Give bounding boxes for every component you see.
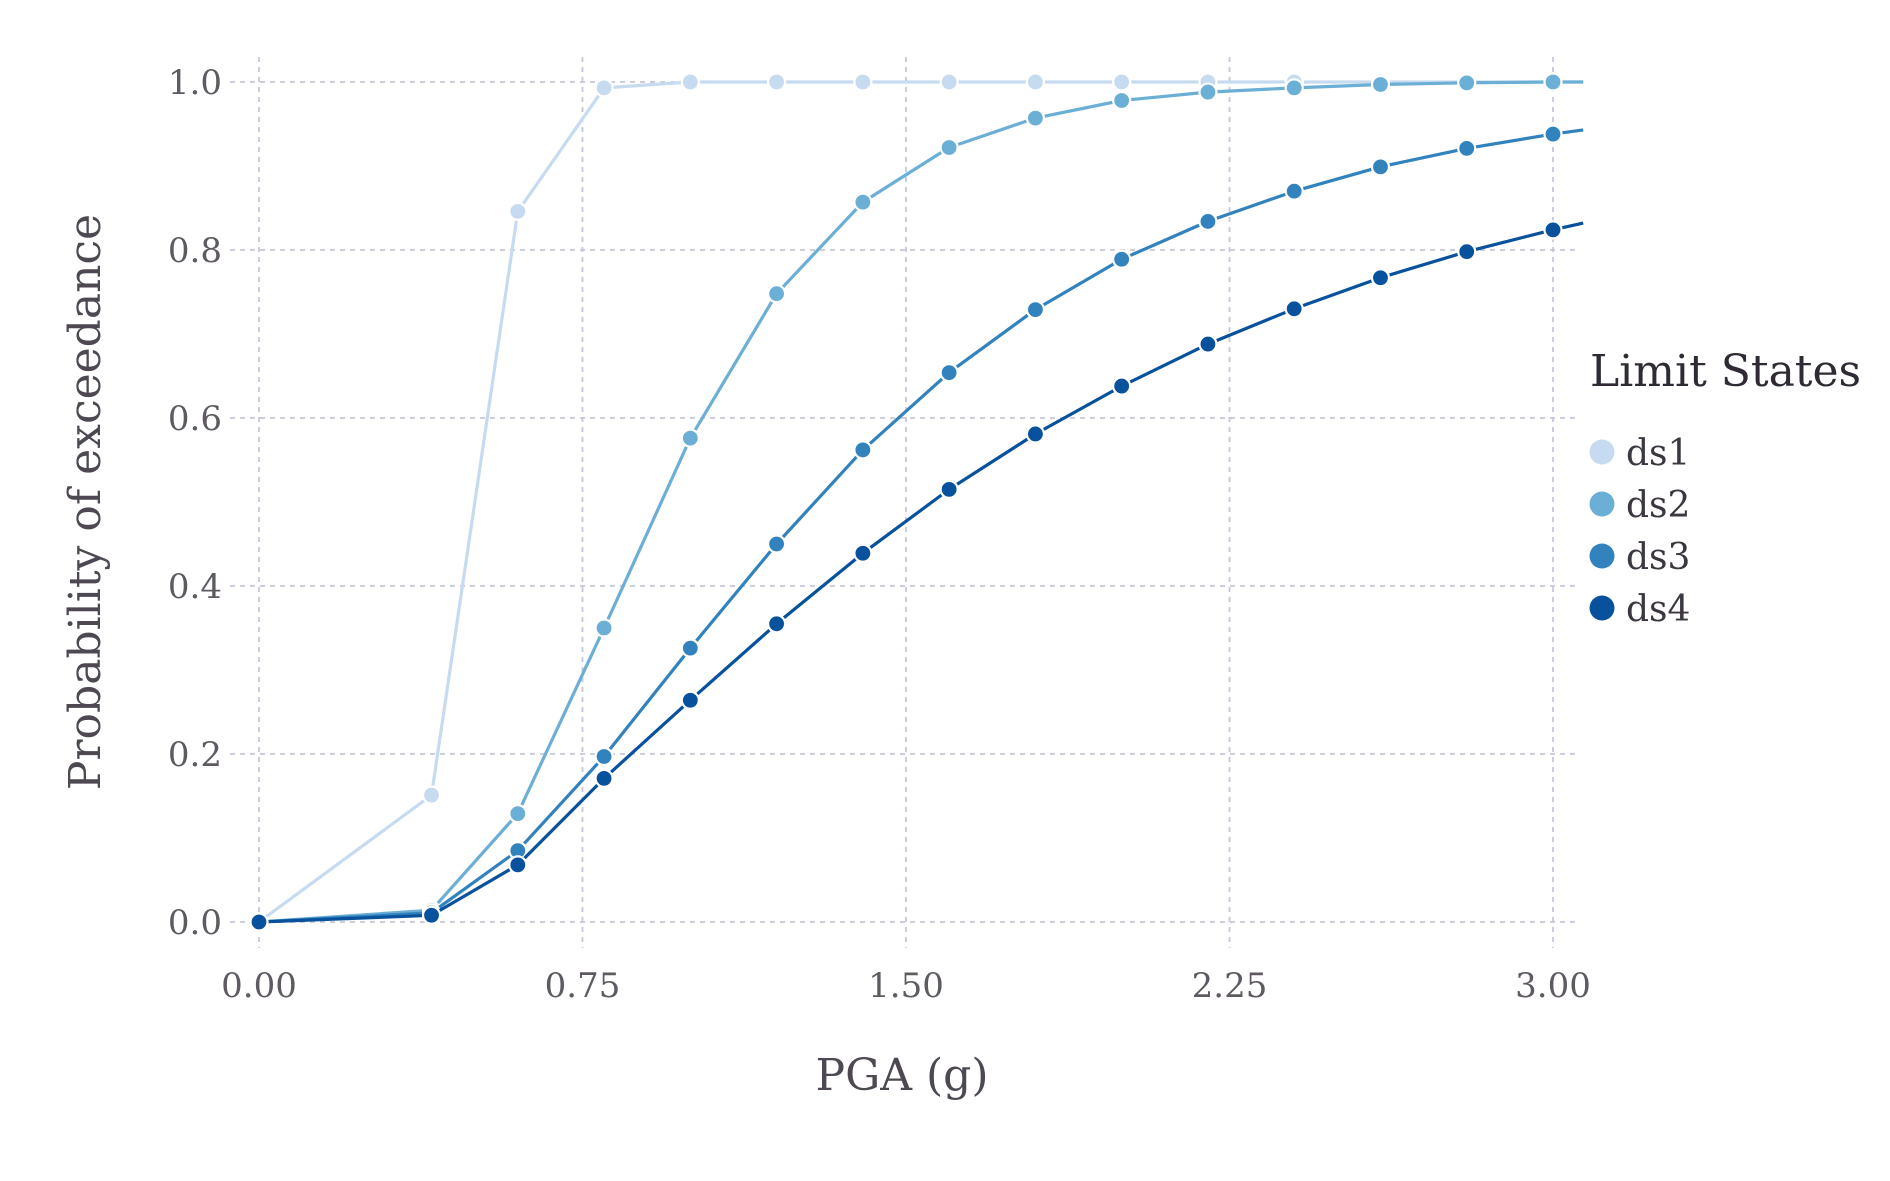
data-point-ds4 xyxy=(939,479,959,499)
data-point-ds1 xyxy=(766,72,787,92)
data-point-ds1 xyxy=(853,72,873,92)
y-tick-labels: 0.0 0.2 0.4 0.6 0.8 1.0 xyxy=(168,63,222,943)
legend-swatch-ds1 xyxy=(1589,439,1615,465)
x-tick-label: 1.50 xyxy=(868,966,944,1006)
x-tick-labels: 0.00 0.75 1.50 2.25 3.00 xyxy=(221,966,1591,1006)
y-tick-label: 1.0 xyxy=(168,63,222,103)
series-ds1 xyxy=(249,72,1584,932)
y-tick-label: 0.4 xyxy=(168,567,222,607)
y-tick-label: 0.8 xyxy=(168,231,222,271)
x-tick-label: 0.00 xyxy=(221,966,297,1006)
data-point-ds3 xyxy=(1543,124,1563,144)
x-axis-title: PGA (g) xyxy=(815,1050,988,1101)
data-point-ds2 xyxy=(1198,82,1218,102)
grid-horizontal-lines xyxy=(230,81,1575,923)
data-point-ds3 xyxy=(1457,138,1477,158)
data-point-ds1 xyxy=(1112,72,1132,92)
data-point-ds3 xyxy=(766,534,787,554)
data-point-ds4 xyxy=(1370,268,1391,288)
data-point-ds1 xyxy=(680,72,700,92)
data-point-ds3 xyxy=(1370,157,1391,177)
data-point-ds3 xyxy=(1284,181,1304,201)
y-tick-label: 0.0 xyxy=(168,903,222,943)
data-point-ds1 xyxy=(421,785,442,805)
data-point-ds1 xyxy=(508,201,528,221)
data-point-ds4 xyxy=(1284,299,1304,319)
y-tick-label: 0.6 xyxy=(168,399,222,439)
data-point-ds4 xyxy=(766,614,787,634)
legend-label-ds4: ds4 xyxy=(1626,589,1690,630)
series-ds2 xyxy=(249,72,1584,932)
x-tick-label: 0.75 xyxy=(545,966,621,1006)
data-point-ds2 xyxy=(853,192,873,212)
series-line-ds1 xyxy=(258,80,1584,924)
data-point-ds3 xyxy=(1112,249,1132,269)
data-point-ds4 xyxy=(594,768,614,788)
data-point-ds2 xyxy=(1284,78,1304,98)
data-point-ds4 xyxy=(853,543,873,563)
data-point-ds3 xyxy=(939,363,959,383)
legend-label-ds2: ds2 xyxy=(1626,485,1690,526)
y-axis-title: Probability of exceedance xyxy=(60,214,111,790)
data-point-ds2 xyxy=(1112,90,1132,111)
data-point-ds3 xyxy=(1198,211,1218,232)
data-point-ds2 xyxy=(1025,108,1046,128)
data-point-ds3 xyxy=(594,746,614,767)
data-point-ds2 xyxy=(939,137,959,158)
legend-label-ds3: ds3 xyxy=(1626,537,1690,578)
data-point-ds4 xyxy=(680,690,700,710)
data-point-ds4 xyxy=(1025,424,1046,444)
series-line-ds2 xyxy=(258,80,1584,924)
data-point-ds1 xyxy=(1025,72,1046,92)
data-point-ds4 xyxy=(508,855,528,875)
grid-vertical-lines xyxy=(258,57,1554,948)
data-point-ds3 xyxy=(680,638,700,658)
x-tick-label: 2.25 xyxy=(1192,966,1268,1006)
legend: ds1 ds2 ds3 ds4 xyxy=(1589,433,1690,630)
series-ds3 xyxy=(249,124,1584,932)
data-point-ds4 xyxy=(1198,334,1218,354)
data-point-ds4 xyxy=(1543,220,1563,240)
series-ds4 xyxy=(249,220,1584,932)
series-line-ds3 xyxy=(258,128,1584,924)
legend-swatch-ds3 xyxy=(1589,543,1615,569)
data-point-ds1 xyxy=(594,78,614,98)
data-point-ds4 xyxy=(421,905,442,925)
series-line-ds4 xyxy=(258,221,1584,924)
data-point-ds2 xyxy=(766,284,787,304)
data-point-ds4 xyxy=(1457,242,1477,262)
series-layer xyxy=(249,72,1584,932)
legend-item-ds3: ds3 xyxy=(1589,537,1690,578)
legend-title: Limit States xyxy=(1590,346,1861,397)
legend-swatch-ds2 xyxy=(1589,491,1615,517)
data-point-ds3 xyxy=(1025,300,1046,320)
data-point-ds1 xyxy=(939,72,959,92)
data-point-ds2 xyxy=(1543,72,1563,92)
data-point-ds2 xyxy=(508,804,528,824)
data-point-ds2 xyxy=(594,618,614,638)
legend-item-ds1: ds1 xyxy=(1589,433,1690,474)
data-point-ds2 xyxy=(1457,73,1477,93)
data-point-ds3 xyxy=(853,440,873,460)
legend-swatch-ds4 xyxy=(1589,595,1615,621)
data-point-ds2 xyxy=(1370,74,1391,95)
legend-item-ds4: ds4 xyxy=(1589,589,1690,630)
y-tick-label: 0.2 xyxy=(168,735,222,775)
x-tick-label: 3.00 xyxy=(1515,966,1591,1006)
legend-item-ds2: ds2 xyxy=(1589,485,1690,526)
data-point-ds4 xyxy=(1112,376,1132,396)
legend-label-ds1: ds1 xyxy=(1626,433,1690,474)
data-point-ds4 xyxy=(249,912,269,932)
data-point-ds2 xyxy=(680,428,700,448)
